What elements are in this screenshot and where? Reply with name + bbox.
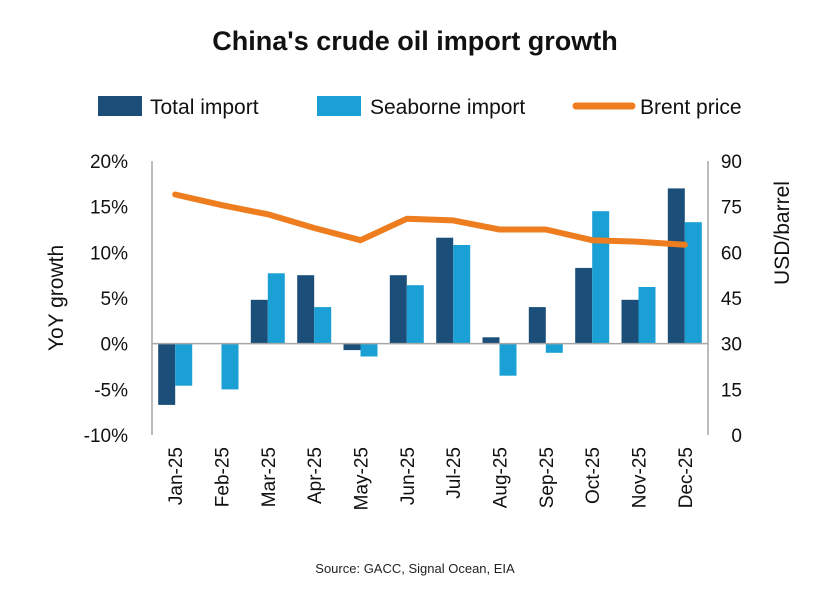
bar-total-import [575,267,593,344]
bar-total-import [158,343,176,405]
bar-seaborne-import [545,343,563,353]
x-tick-label: May-25 [352,447,373,510]
bar-seaborne-import [592,211,610,344]
bar-seaborne-import [406,285,424,344]
x-tick-label: Dec-25 [676,447,697,508]
chart-title: China's crude oil import growth [212,26,618,56]
x-tick-label: Mar-25 [259,447,280,507]
bar-total-import [389,275,407,344]
x-tick-label: Jul-25 [444,447,465,499]
y-axis-title-left: YoY growth [45,245,68,351]
x-tick-label: Aug-25 [491,447,512,508]
bar-total-import [528,307,546,344]
bar-seaborne-import [499,343,517,376]
y-axis-title-right: USD/barrel [771,181,794,285]
bar-seaborne-import [221,343,239,390]
x-tick-label: Apr-25 [305,447,326,504]
x-tick-label: Feb-25 [213,447,234,507]
bar-total-import [297,275,315,344]
chart-source: Source: GACC, Signal Ocean, EIA [315,561,515,576]
y-tick-label-right: 30 [721,335,742,356]
y-tick-label-left: -5% [94,380,128,401]
bar-total-import [667,188,685,344]
bar-seaborne-import [175,343,193,386]
bar-total-import [482,337,500,344]
y-tick-label-left: -10% [84,426,128,447]
x-tick-label: Oct-25 [583,447,604,504]
x-tick-label: Jan-25 [166,447,187,505]
y-tick-label-left: 10% [90,243,128,264]
bar-seaborne-import [314,307,332,344]
x-tick-label: Sep-25 [537,447,558,508]
y-tick-label-left: 5% [101,289,129,310]
x-tick-label: Jun-25 [398,447,419,505]
y-tick-label-right: 75 [721,198,742,219]
bar-total-import [621,299,639,344]
legend-label-brent-price: Brent price [640,96,742,119]
y-tick-label-right: 90 [721,152,742,173]
legend-label-seaborne-import: Seaborne import [370,96,525,119]
y-tick-label-right: 60 [721,243,742,264]
bar-seaborne-import [684,222,702,344]
y-tick-label-right: 45 [721,289,742,310]
legend-label-total-import: Total import [150,96,259,119]
bar-seaborne-import [267,273,285,344]
legend-swatch-seaborne-import [317,96,361,116]
chart-marks: 20% 15% 10% 5% 0% -5% -10% 90 75 60 45 30 15 0 Jan-25 F… [84,152,742,510]
legend-swatch-total-import [98,96,142,116]
bar-total-import [250,299,268,344]
y-tick-label-left: 15% [90,198,128,219]
y-tick-label-left: 0% [101,335,129,356]
bar-total-import [436,237,454,344]
bar-seaborne-import [360,343,378,357]
y-tick-label-right: 0 [731,426,742,447]
line-brent-price [172,191,688,248]
y-tick-label-right: 15 [721,380,742,401]
bar-total-import [343,343,361,351]
legend: Total import Seaborne import Brent price [98,96,742,119]
y-tick-label-left: 20% [90,152,128,173]
bar-seaborne-import [638,287,656,344]
x-tick-label: Nov-25 [630,447,651,508]
bar-seaborne-import [453,245,471,344]
